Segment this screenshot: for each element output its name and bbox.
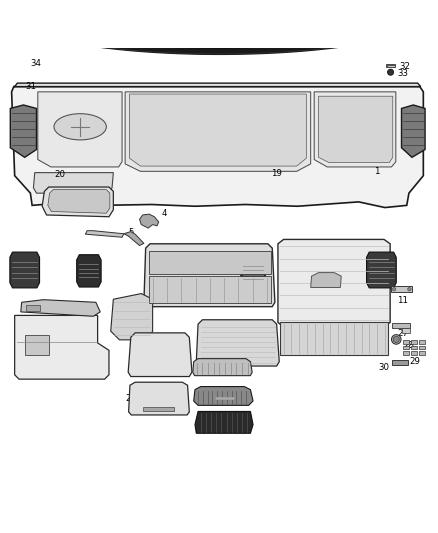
Text: 2: 2	[14, 133, 20, 142]
Polygon shape	[402, 105, 425, 157]
Polygon shape	[48, 190, 110, 213]
Text: 7: 7	[80, 260, 85, 269]
Bar	[386, 64, 396, 67]
Text: 3: 3	[45, 195, 51, 203]
Polygon shape	[10, 252, 39, 288]
Text: 5: 5	[128, 228, 134, 237]
Polygon shape	[85, 231, 124, 237]
Polygon shape	[195, 411, 253, 433]
Text: 22: 22	[143, 344, 154, 353]
Text: 6: 6	[379, 261, 384, 270]
Bar	[25, 335, 49, 354]
Bar	[411, 345, 417, 350]
Text: 23: 23	[221, 398, 232, 407]
Text: 20: 20	[54, 171, 65, 179]
Text: 28: 28	[403, 342, 414, 351]
Bar	[419, 345, 425, 350]
Polygon shape	[125, 92, 311, 171]
Bar	[143, 407, 174, 410]
Bar	[149, 276, 271, 303]
Text: 4: 4	[162, 209, 167, 218]
Polygon shape	[12, 87, 424, 207]
Bar	[411, 351, 417, 354]
Text: 1: 1	[374, 167, 380, 176]
Bar	[392, 286, 413, 292]
Text: 31: 31	[26, 82, 37, 91]
Polygon shape	[124, 231, 144, 246]
Polygon shape	[314, 92, 396, 167]
Text: 25: 25	[378, 324, 389, 333]
Text: 33: 33	[397, 69, 408, 78]
Text: 24: 24	[125, 394, 136, 403]
Bar	[419, 340, 425, 344]
Text: 19: 19	[271, 168, 282, 177]
Circle shape	[388, 69, 394, 75]
Text: 10: 10	[299, 254, 310, 263]
Polygon shape	[196, 320, 279, 366]
Text: 32: 32	[399, 62, 410, 71]
Polygon shape	[194, 386, 253, 405]
Bar	[149, 251, 271, 274]
Polygon shape	[367, 252, 396, 288]
Polygon shape	[193, 359, 252, 376]
Bar	[403, 345, 410, 350]
Polygon shape	[280, 322, 389, 354]
Bar	[26, 305, 40, 311]
Circle shape	[393, 336, 399, 343]
Text: 21: 21	[42, 302, 53, 311]
Text: 34: 34	[30, 59, 41, 68]
Bar	[403, 351, 410, 354]
Text: 2: 2	[413, 133, 419, 142]
Polygon shape	[241, 256, 265, 289]
Text: 18: 18	[138, 306, 149, 316]
Bar	[403, 328, 410, 333]
Text: 8: 8	[182, 261, 188, 270]
Polygon shape	[128, 333, 192, 376]
Polygon shape	[318, 96, 393, 163]
Text: 13: 13	[256, 333, 267, 342]
Ellipse shape	[54, 114, 106, 140]
Bar	[419, 351, 425, 354]
Polygon shape	[144, 244, 275, 306]
Polygon shape	[38, 92, 122, 167]
Bar	[392, 323, 410, 328]
Bar	[411, 340, 417, 344]
Polygon shape	[14, 83, 421, 87]
Text: 7: 7	[243, 262, 248, 271]
Text: 26: 26	[378, 337, 389, 346]
Text: 27: 27	[397, 329, 408, 338]
Text: 12: 12	[378, 301, 389, 310]
Bar	[403, 340, 410, 344]
Circle shape	[392, 335, 401, 344]
Text: 29: 29	[409, 357, 420, 366]
Text: 17: 17	[239, 361, 250, 370]
Polygon shape	[130, 94, 306, 166]
Polygon shape	[33, 173, 113, 193]
Polygon shape	[129, 382, 189, 415]
Bar	[392, 360, 408, 365]
Polygon shape	[140, 214, 159, 228]
Polygon shape	[14, 316, 109, 379]
Polygon shape	[278, 239, 390, 328]
Text: 11: 11	[397, 296, 408, 305]
Circle shape	[392, 287, 396, 291]
Circle shape	[408, 287, 411, 291]
Text: 30: 30	[378, 364, 389, 372]
Polygon shape	[111, 294, 152, 340]
Polygon shape	[11, 105, 36, 157]
Polygon shape	[77, 255, 101, 287]
Polygon shape	[21, 300, 100, 316]
Polygon shape	[311, 272, 341, 287]
Text: 6: 6	[14, 261, 20, 270]
Polygon shape	[42, 187, 113, 217]
